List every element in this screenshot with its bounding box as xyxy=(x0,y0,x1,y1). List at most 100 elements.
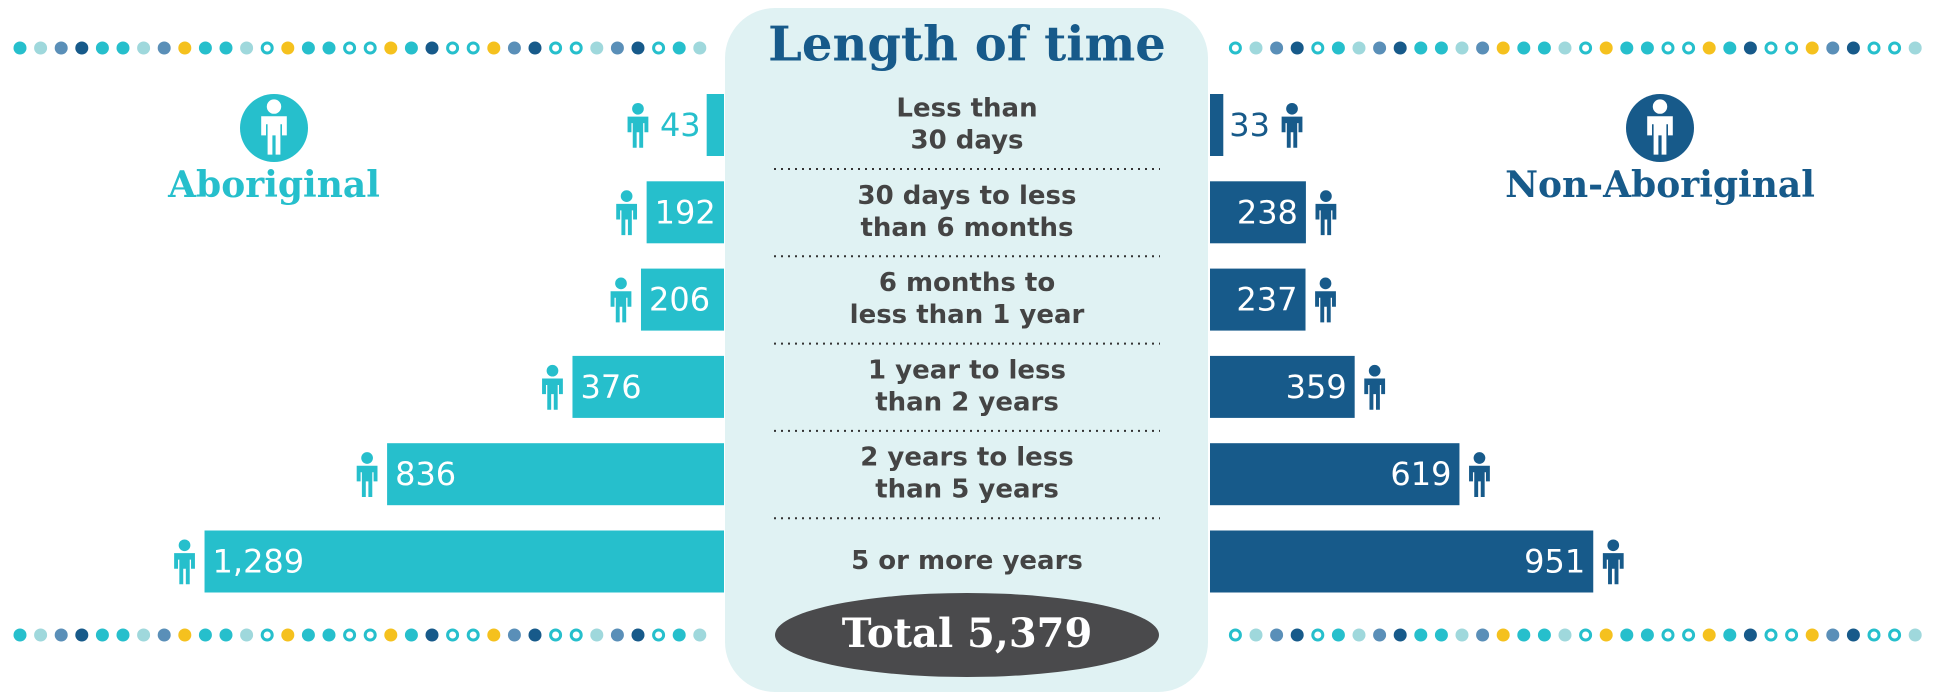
person-icon xyxy=(1647,99,1673,155)
value-label: 619 xyxy=(1390,455,1451,493)
value-label: 206 xyxy=(649,281,710,319)
dot xyxy=(404,41,418,55)
dot xyxy=(13,628,27,642)
person-icon xyxy=(261,99,287,155)
bar xyxy=(1210,268,1306,331)
bar xyxy=(204,530,724,593)
person-body xyxy=(1364,378,1386,410)
person-icon xyxy=(542,364,563,410)
person-icon xyxy=(356,452,378,497)
person-head xyxy=(1652,99,1668,114)
dot xyxy=(95,628,109,642)
dot xyxy=(1826,628,1840,642)
dot xyxy=(1908,628,1922,642)
dot xyxy=(1455,41,1469,55)
dot xyxy=(281,41,295,55)
bar xyxy=(706,94,724,156)
person-head xyxy=(620,190,633,202)
dot xyxy=(610,628,624,642)
bar xyxy=(1210,443,1460,506)
dot xyxy=(1311,628,1325,642)
dot xyxy=(1290,41,1304,55)
category-label: 2 years to less xyxy=(860,443,1073,473)
dot xyxy=(343,41,357,55)
dot xyxy=(1270,628,1284,642)
dot xyxy=(1908,41,1922,55)
person-head xyxy=(1473,452,1486,464)
bar xyxy=(640,268,724,331)
dot xyxy=(1558,41,1572,55)
dot xyxy=(322,41,336,55)
dot xyxy=(1846,41,1860,55)
value-label: 192 xyxy=(655,193,716,231)
dot xyxy=(1579,628,1593,642)
person-icon xyxy=(174,539,195,585)
value-label: 359 xyxy=(1286,368,1347,406)
category-label: than 6 months xyxy=(860,213,1073,243)
chart-title: Length of time xyxy=(768,17,1166,73)
dot xyxy=(75,41,89,55)
dot xyxy=(95,41,109,55)
person-body xyxy=(174,553,195,585)
dot xyxy=(1599,628,1613,642)
total-label: Total 5,379 xyxy=(842,610,1093,657)
person-icon xyxy=(1602,539,1624,585)
dot xyxy=(260,41,274,55)
legend-label: Aboriginal xyxy=(167,164,380,206)
dot xyxy=(1661,41,1675,55)
dot xyxy=(54,41,68,55)
dot xyxy=(1620,628,1634,642)
person-head xyxy=(1286,102,1298,115)
dot xyxy=(281,628,295,642)
category-label: 1 year to less xyxy=(868,355,1066,385)
bar xyxy=(387,443,724,506)
bar xyxy=(1210,355,1355,418)
dot xyxy=(301,41,315,55)
dot xyxy=(240,41,254,55)
dot xyxy=(1805,628,1819,642)
dot xyxy=(1373,41,1387,55)
dot xyxy=(610,41,624,55)
dot xyxy=(1517,41,1531,55)
dot xyxy=(1331,41,1345,55)
dot xyxy=(1496,628,1510,642)
dot xyxy=(1805,41,1819,55)
dot xyxy=(75,628,89,642)
dot xyxy=(1723,41,1737,55)
dot xyxy=(260,628,274,642)
dot xyxy=(404,628,418,642)
dot xyxy=(1682,628,1696,642)
dot xyxy=(178,41,192,55)
person-head xyxy=(1319,277,1332,290)
category-label: than 2 years xyxy=(875,387,1059,417)
dot xyxy=(54,628,68,642)
dot xyxy=(1352,41,1366,55)
dot xyxy=(1702,41,1716,55)
dot xyxy=(446,628,460,642)
person-head xyxy=(266,99,282,114)
dot xyxy=(425,628,439,642)
dot xyxy=(1743,41,1757,55)
value-label: 238 xyxy=(1237,193,1298,231)
dot xyxy=(343,628,357,642)
person-head xyxy=(1320,190,1332,202)
dot xyxy=(1476,628,1490,642)
dot xyxy=(1743,628,1757,642)
dot xyxy=(1517,628,1531,642)
dot xyxy=(693,41,707,55)
dot xyxy=(1682,41,1696,55)
dot xyxy=(1785,41,1799,55)
person-icon xyxy=(627,102,649,148)
category-label: 5 or more years xyxy=(851,546,1083,576)
bar xyxy=(646,181,724,244)
dot xyxy=(116,628,130,642)
dot xyxy=(631,628,645,642)
dot xyxy=(652,628,666,642)
dot xyxy=(1373,628,1387,642)
person-icon xyxy=(1315,190,1337,236)
dot xyxy=(34,41,48,55)
person-icon xyxy=(1364,364,1386,410)
dot xyxy=(1702,628,1716,642)
person-head xyxy=(615,277,627,290)
dot xyxy=(1888,628,1902,642)
